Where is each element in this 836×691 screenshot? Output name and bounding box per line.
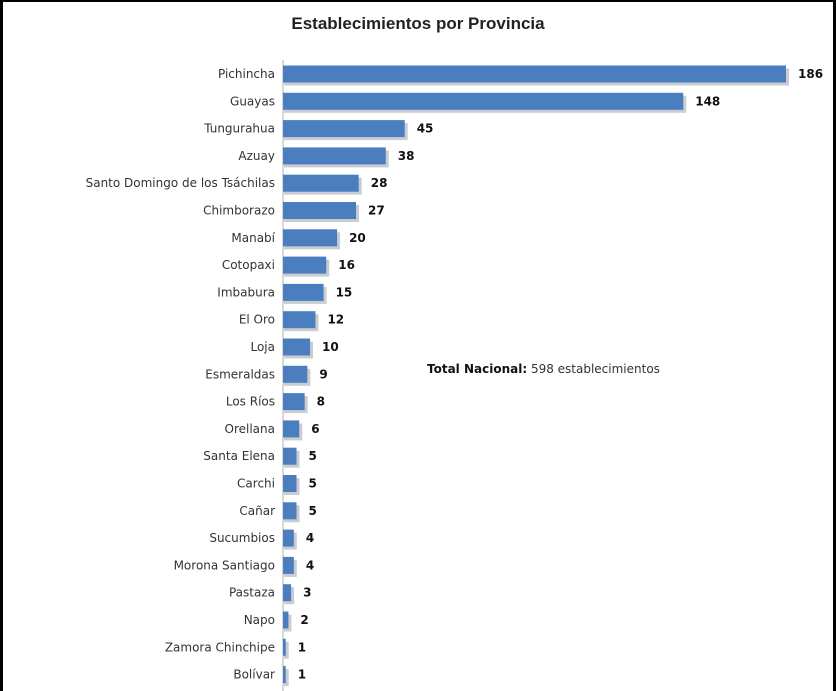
bar bbox=[283, 475, 297, 492]
category-label: Napo bbox=[244, 613, 275, 627]
bar bbox=[283, 447, 297, 465]
category-label: Morona Santiago bbox=[174, 558, 275, 572]
value-label: 5 bbox=[309, 504, 317, 518]
category-label: Chimborazo bbox=[203, 204, 275, 218]
value-label: 15 bbox=[336, 285, 353, 299]
value-label: 5 bbox=[309, 449, 317, 463]
chart-title: Establecimientos por Provincia bbox=[291, 14, 545, 33]
bar bbox=[283, 92, 684, 110]
bar bbox=[283, 229, 338, 247]
bar-shadow bbox=[284, 641, 289, 659]
category-label: Pichincha bbox=[218, 67, 275, 81]
value-label: 20 bbox=[349, 231, 366, 245]
value-label: 12 bbox=[327, 313, 344, 327]
category-label: Loja bbox=[250, 340, 275, 354]
value-label: 1 bbox=[298, 668, 306, 682]
bar bbox=[283, 311, 316, 329]
category-label: El Oro bbox=[239, 313, 275, 327]
category-label: Carchi bbox=[237, 477, 275, 491]
value-label: 38 bbox=[398, 149, 415, 163]
bar-shadow bbox=[284, 669, 289, 687]
bar bbox=[283, 283, 324, 301]
total-annotation-value: 598 establecimientos bbox=[527, 362, 660, 376]
bar bbox=[283, 666, 286, 684]
bar bbox=[283, 256, 327, 274]
bar bbox=[283, 174, 359, 192]
category-label: Imbabura bbox=[217, 285, 275, 299]
bar bbox=[283, 65, 786, 83]
value-label: 16 bbox=[338, 258, 355, 272]
category-label: Esmeraldas bbox=[205, 367, 275, 381]
category-label: Bolívar bbox=[233, 668, 275, 682]
value-label: 28 bbox=[371, 176, 388, 190]
value-label: 1 bbox=[298, 640, 306, 654]
bar bbox=[283, 365, 308, 383]
bar bbox=[283, 584, 292, 602]
value-label: 3 bbox=[303, 586, 311, 600]
value-label: 9 bbox=[319, 367, 327, 381]
value-label: 148 bbox=[695, 94, 720, 108]
bar bbox=[283, 529, 294, 547]
value-label: 5 bbox=[309, 477, 317, 491]
bar bbox=[283, 556, 294, 574]
bar bbox=[283, 338, 311, 356]
category-label: Santa Elena bbox=[203, 449, 275, 463]
bar bbox=[283, 611, 289, 629]
total-annotation-label: Total Nacional: bbox=[427, 362, 528, 376]
category-label: Azuay bbox=[238, 149, 275, 163]
value-label: 6 bbox=[311, 422, 319, 436]
category-label: Cotopaxi bbox=[222, 258, 275, 272]
category-label: Orellana bbox=[225, 422, 275, 436]
value-label: 45 bbox=[417, 122, 434, 136]
category-label: Cañar bbox=[239, 504, 275, 518]
value-label: 186 bbox=[798, 67, 823, 81]
bar bbox=[283, 638, 286, 656]
category-label: Santo Domingo de los Tsáchilas bbox=[86, 176, 275, 190]
bar bbox=[283, 147, 386, 165]
value-label: 10 bbox=[322, 340, 339, 354]
bar bbox=[283, 120, 405, 138]
category-label: Pastaza bbox=[229, 586, 275, 600]
bar bbox=[283, 202, 357, 219]
frame-border-right bbox=[833, 0, 836, 691]
value-label: 2 bbox=[300, 613, 308, 627]
category-label: Los Ríos bbox=[226, 395, 275, 409]
value-label: 4 bbox=[306, 558, 314, 572]
bar bbox=[283, 502, 297, 520]
frame-border-left bbox=[0, 0, 3, 691]
category-label: Tungurahua bbox=[203, 122, 275, 136]
value-label: 4 bbox=[306, 531, 314, 545]
category-label: Manabí bbox=[231, 231, 275, 245]
value-label: 8 bbox=[317, 395, 325, 409]
category-label: Zamora Chinchipe bbox=[165, 640, 275, 654]
category-label: Guayas bbox=[230, 94, 275, 108]
total-annotation: Total Nacional: 598 establecimientos bbox=[427, 362, 660, 376]
category-label: Sucumbios bbox=[209, 531, 275, 545]
value-label: 27 bbox=[368, 204, 385, 218]
frame-border-top bbox=[0, 0, 836, 2]
bar bbox=[283, 420, 300, 438]
bar bbox=[283, 393, 305, 411]
